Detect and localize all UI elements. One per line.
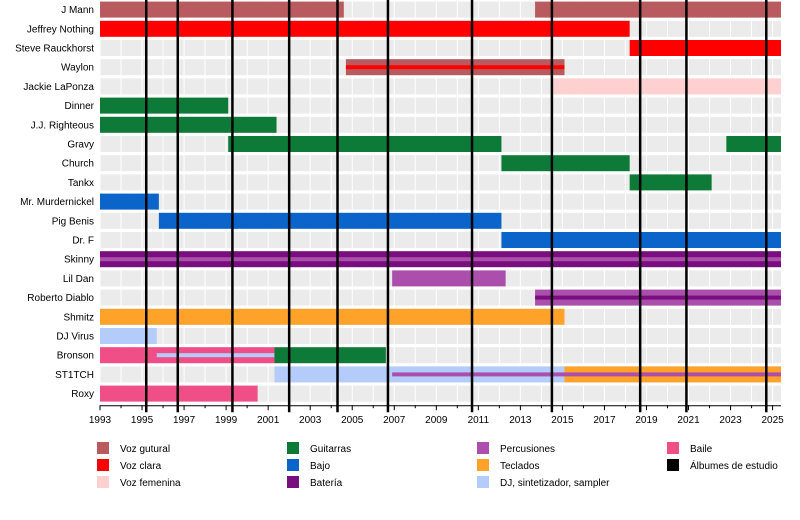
bar-inner-st1tch-percusiones-1 (564, 372, 781, 377)
legend-label-dj: DJ, sintetizador, sampler (500, 478, 610, 489)
member-label-gravy: Gravy (67, 140, 94, 151)
legend-label-teclados: Teclados (500, 461, 539, 472)
bar-inner-bronson-dj-0 (156, 353, 275, 358)
legend-label-bajo: Bajo (310, 461, 330, 472)
bar-j-j-righteous-guitarras-0 (100, 116, 277, 133)
bar-mr-murdernickel-bajo-0 (100, 193, 159, 210)
legend-label-voz_clara: Voz clara (120, 461, 162, 472)
x-tick-label-2017: 2017 (593, 415, 616, 426)
x-tick-label-2009: 2009 (425, 415, 448, 426)
x-tick-label-2023: 2023 (719, 415, 742, 426)
member-label-steve-rauckhorst: Steve Rauckhorst (15, 44, 94, 55)
x-tick-label-1997: 1997 (173, 415, 196, 426)
legend-swatch-voz_femenina (97, 476, 109, 488)
x-tick-label-2001: 2001 (257, 415, 280, 426)
member-label-tankx: Tankx (68, 178, 94, 189)
x-tick-label-2003: 2003 (299, 415, 322, 426)
legend-swatch-bateria (287, 476, 299, 488)
member-label-st1tch: ST1TCH (55, 370, 94, 381)
legend: Voz gutural Voz clara Voz femenina Guitarra… (97, 442, 778, 489)
member-label-dr-f: Dr. F (72, 236, 94, 247)
bar-inner-skinny-percusiones-0 (100, 257, 781, 262)
legend-label-baile: Baile (690, 444, 713, 455)
member-label-lil-dan: Lil Dan (63, 274, 94, 285)
bar-j-mann-voz_gutural-0 (100, 1, 344, 18)
member-labels: J Mann Jeffrey Nothing Steve Rauckhorst Way… (15, 5, 95, 400)
bar-inner-roberto-diablo-bateria-0 (535, 295, 781, 300)
legend-swatch-voz_gutural (97, 442, 109, 454)
member-label-pig-benis: Pig Benis (52, 216, 94, 227)
bar-pig-benis-bajo-0 (158, 212, 502, 229)
member-label-church: Church (62, 159, 94, 170)
member-label-mr-murdernickel: Mr. Murdernickel (20, 197, 94, 208)
member-label-skinny: Skinny (64, 255, 94, 266)
legend-swatch-dj (477, 476, 489, 488)
member-label-jeffrey-nothing: Jeffrey Nothing (27, 24, 94, 35)
x-axis: 1993 1995 1997 1999 2001 2003 2005 2007 2009 2011… (89, 405, 784, 426)
bar-inner-st1tch-percusiones-0 (392, 372, 565, 377)
bar-shmitz-teclados-0 (100, 308, 565, 325)
bar-steve-rauckhorst-voz_clara-0 (629, 40, 781, 56)
x-tick-label-2025: 2025 (761, 415, 784, 426)
x-tick-label-1999: 1999 (215, 415, 238, 426)
bar-inner-waylon-voz_clara-0 (345, 65, 565, 70)
bar-bronson-guitarras-1 (274, 347, 386, 364)
x-tick-label-2005: 2005 (341, 415, 364, 426)
row-band-mr-murdernickel (100, 193, 781, 210)
album-lines (144, 0, 768, 413)
legend-swatch-percusiones (477, 442, 489, 454)
x-tick-label-2019: 2019 (635, 415, 658, 426)
legend-label-guitarras: Guitarras (310, 444, 351, 455)
legend-swatch-teclados (477, 459, 489, 471)
row-band-church (100, 155, 781, 172)
legend-label-bateria: Batería (310, 478, 343, 489)
x-tick-label-2007: 2007 (383, 415, 406, 426)
bar-dj-virus-dj-0 (100, 328, 157, 344)
legend-swatch-guitarras (287, 442, 299, 454)
member-label-roberto-diablo: Roberto Diablo (27, 293, 94, 304)
legend-label-albumes: Álbumes de estudio (690, 459, 778, 472)
x-tick-label-1993: 1993 (89, 415, 112, 426)
member-label-j-j-righteous: J.J. Righteous (31, 120, 94, 131)
legend-label-percusiones: Percusiones (500, 444, 555, 455)
x-tick-label-2011: 2011 (468, 415, 490, 426)
bar-church-guitarras-0 (501, 155, 630, 172)
bar-lil-dan-percusiones-0 (392, 270, 506, 287)
bar-j-mann-voz_gutural-1 (535, 1, 781, 18)
member-label-dj-virus: DJ Virus (56, 332, 94, 343)
member-label-bronson: Bronson (57, 351, 94, 362)
member-label-waylon: Waylon (61, 63, 94, 74)
legend-label-voz_femenina: Voz femenina (120, 478, 181, 489)
row-band-dj-virus (100, 328, 781, 344)
x-tick-label-2015: 2015 (551, 415, 574, 426)
row-band-dinner (100, 97, 781, 114)
row-band-steve-rauckhorst (100, 40, 781, 56)
row-band-tankx (100, 174, 781, 191)
bar-gravy-guitarras-0 (228, 136, 502, 152)
legend-swatch-voz_clara (97, 459, 109, 471)
x-tick-label-2021: 2021 (677, 415, 700, 426)
legend-swatch-baile (667, 442, 679, 454)
member-label-jackie-laponza: Jackie LaPonza (23, 82, 94, 93)
bar-dinner-guitarras-0 (100, 97, 229, 114)
legend-swatch-bajo (287, 459, 299, 471)
member-label-shmitz: Shmitz (63, 312, 94, 323)
legend-swatch-albumes (667, 459, 679, 471)
member-label-dinner: Dinner (65, 101, 95, 112)
x-tick-label-1995: 1995 (131, 415, 154, 426)
bar-tankx-guitarras-0 (629, 174, 712, 191)
legend-label-voz_gutural: Voz gutural (120, 444, 170, 455)
member-label-roxy: Roxy (71, 389, 94, 400)
bar-jeffrey-nothing-voz_clara-0 (100, 20, 630, 37)
member-label-j-mann: J Mann (61, 5, 94, 16)
x-tick-label-2013: 2013 (509, 415, 532, 426)
bar-jackie-laponza-voz_femenina-0 (551, 78, 781, 95)
row-band-roxy (100, 385, 781, 402)
bar-gravy-guitarras-1 (726, 136, 781, 152)
